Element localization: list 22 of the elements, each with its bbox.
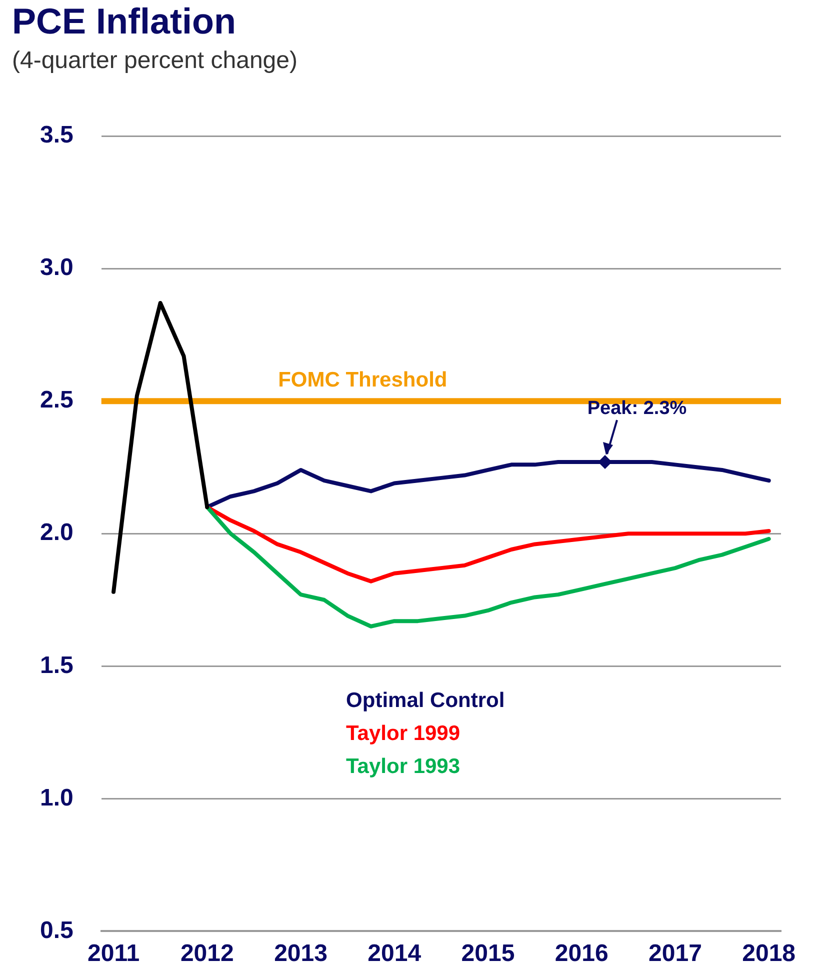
- annotation: Peak: 2.3%: [587, 398, 687, 419]
- x-tick-label: 2015: [461, 940, 515, 968]
- y-tick-label: 2.5: [40, 386, 74, 414]
- text: Taylor 1999: [346, 722, 460, 745]
- x-tick-label: 2017: [648, 940, 702, 968]
- y-tick-label: 1.0: [40, 784, 74, 812]
- x-tick-label: 2011: [87, 940, 140, 968]
- y-tick-label: 0.5: [40, 916, 74, 944]
- x-tick-label: 2013: [274, 940, 328, 968]
- x-tick-label: 2016: [554, 940, 608, 968]
- text: Taylor 1993: [346, 754, 460, 778]
- y-tick-label: 3.5: [40, 122, 74, 149]
- x-tick-label: 2012: [180, 940, 234, 968]
- ref-line-label: FOMC Threshold: [278, 368, 448, 392]
- x-tick-label: 2018: [742, 940, 796, 968]
- chart-subtitle: (4-quarter percent change): [12, 47, 298, 74]
- x-tick-label: 2014: [368, 940, 422, 968]
- y-tick-label: 3.0: [40, 254, 74, 282]
- text: Optimal Control: [346, 688, 505, 712]
- y-tick-label: 1.5: [40, 652, 74, 679]
- chart-title: PCE Inflation: [12, 0, 236, 42]
- y-tick-label: 2.0: [40, 519, 74, 546]
